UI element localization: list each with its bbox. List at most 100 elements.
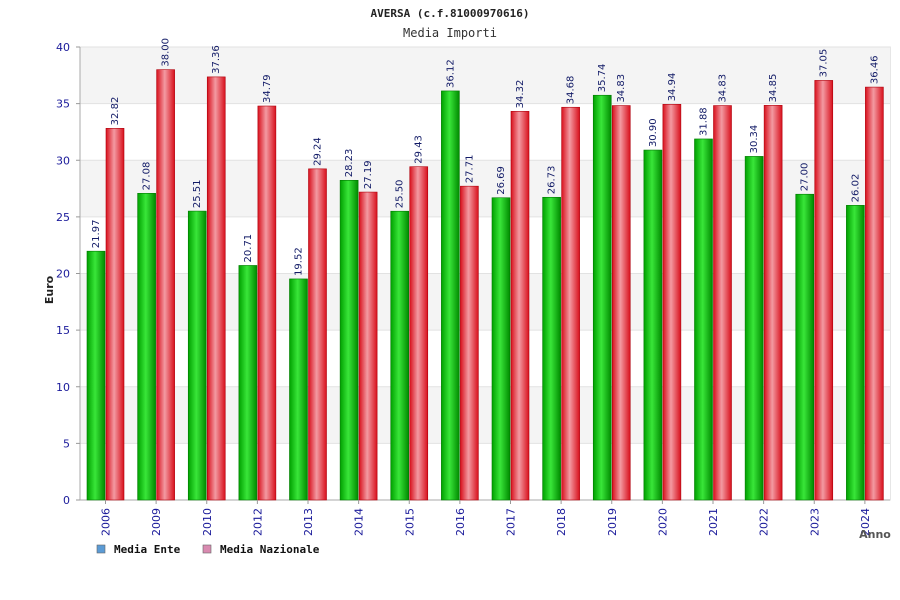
value-label: 31.88: [699, 107, 710, 136]
bar: [358, 191, 378, 501]
bar: [713, 105, 732, 501]
value-label: 36.46: [869, 55, 880, 84]
bar: [409, 166, 429, 501]
bar: [744, 156, 764, 501]
bar: [561, 106, 580, 501]
value-label: 34.83: [718, 74, 729, 103]
chart-title: AVERSA (c.f.81000970616): [371, 7, 530, 20]
bars: [86, 69, 884, 501]
legend-swatch: [202, 544, 212, 554]
x-tick-label: 2023: [808, 508, 821, 536]
value-labels: 21.97 32.82 27.08 38.00 25.51 37.36 20.71 34.79…: [91, 38, 880, 276]
value-label: 26.02: [850, 174, 861, 203]
value-label: 27.00: [800, 163, 811, 192]
bar: [694, 138, 713, 501]
bar: [390, 210, 410, 501]
bar: [510, 111, 530, 501]
x-tick-label: 2010: [201, 508, 214, 536]
x-axis-ticks: 2006 2009 2010 2012 2013 2014 2015 2016 2017 2018…: [100, 500, 872, 536]
legend: Media Ente Media Nazionale: [96, 543, 320, 556]
value-label: 27.71: [464, 155, 475, 184]
y-axis-ticks: 0 5 10 15 20 25 30 35 40: [56, 41, 80, 507]
y-tick-label: 40: [56, 41, 70, 54]
bar: [460, 185, 479, 501]
bar: [206, 76, 226, 501]
value-label: 34.68: [566, 76, 577, 105]
value-label: 34.94: [667, 73, 678, 102]
bar: [662, 104, 682, 501]
bar: [86, 250, 106, 501]
bar: [795, 193, 815, 501]
y-tick-label: 0: [63, 494, 70, 507]
x-tick-label: 2015: [403, 508, 416, 536]
x-tick-label: 2020: [656, 508, 669, 536]
value-label: 37.36: [211, 45, 222, 74]
value-label: 29.24: [313, 137, 324, 166]
bar: [289, 278, 308, 501]
x-tick-label: 2018: [555, 508, 568, 536]
x-tick-label: 2012: [251, 508, 264, 536]
bar: [156, 69, 175, 501]
value-label: 34.79: [262, 74, 273, 103]
bar: [846, 205, 865, 501]
bar: [491, 197, 511, 501]
value-label: 34.83: [616, 74, 627, 103]
value-label: 34.32: [515, 80, 526, 109]
value-label: 20.71: [243, 234, 254, 263]
value-label: 38.00: [161, 38, 172, 67]
y-tick-label: 20: [56, 268, 70, 281]
value-label: 25.50: [395, 180, 406, 209]
x-tick-label: 2022: [758, 508, 771, 536]
bar: [865, 86, 884, 501]
bar: [542, 196, 561, 501]
y-tick-label: 10: [56, 381, 70, 394]
bar: [105, 128, 125, 501]
bar: [137, 193, 156, 501]
x-axis-label: Anno: [859, 528, 891, 541]
value-label: 27.19: [363, 160, 374, 189]
value-label: 36.12: [445, 59, 456, 88]
bar: [308, 168, 327, 501]
value-label: 21.97: [91, 220, 102, 249]
value-label: 30.90: [648, 118, 659, 147]
x-tick-label: 2006: [100, 508, 113, 536]
value-label: 29.43: [414, 135, 425, 164]
x-tick-label: 2017: [505, 508, 518, 536]
x-tick-label: 2024: [859, 508, 872, 536]
value-label: 37.05: [819, 49, 830, 78]
x-tick-label: 2013: [302, 508, 315, 536]
value-label: 26.73: [547, 166, 558, 195]
legend-label: Media Ente: [114, 543, 181, 556]
y-tick-label: 25: [56, 211, 70, 224]
bar: [763, 105, 783, 501]
bar: [643, 149, 663, 501]
y-tick-label: 35: [56, 98, 70, 111]
value-label: 35.74: [597, 64, 608, 93]
y-axis-label: Euro: [43, 275, 56, 304]
value-label: 27.08: [142, 162, 153, 191]
x-tick-label: 2016: [454, 508, 467, 536]
value-label: 28.23: [344, 149, 355, 178]
x-tick-label: 2014: [353, 508, 366, 536]
value-label: 26.69: [496, 166, 507, 195]
bar: [339, 179, 359, 501]
bar: [611, 105, 631, 501]
legend-label: Media Nazionale: [220, 543, 320, 556]
x-tick-label: 2009: [150, 508, 163, 536]
value-label: 30.34: [749, 125, 760, 154]
y-tick-label: 15: [56, 324, 70, 337]
bar: [592, 94, 612, 501]
x-tick-label: 2021: [707, 508, 720, 536]
x-tick-label: 2019: [606, 508, 619, 536]
value-label: 34.85: [768, 74, 779, 103]
bar: [187, 210, 207, 501]
value-label: 19.52: [294, 247, 305, 276]
value-label: 32.82: [110, 97, 121, 126]
legend-swatch: [96, 544, 106, 554]
bar: [441, 90, 460, 501]
y-tick-label: 30: [56, 154, 70, 167]
value-label: 25.51: [192, 179, 203, 208]
y-tick-label: 5: [63, 437, 70, 450]
bar: [238, 265, 258, 501]
